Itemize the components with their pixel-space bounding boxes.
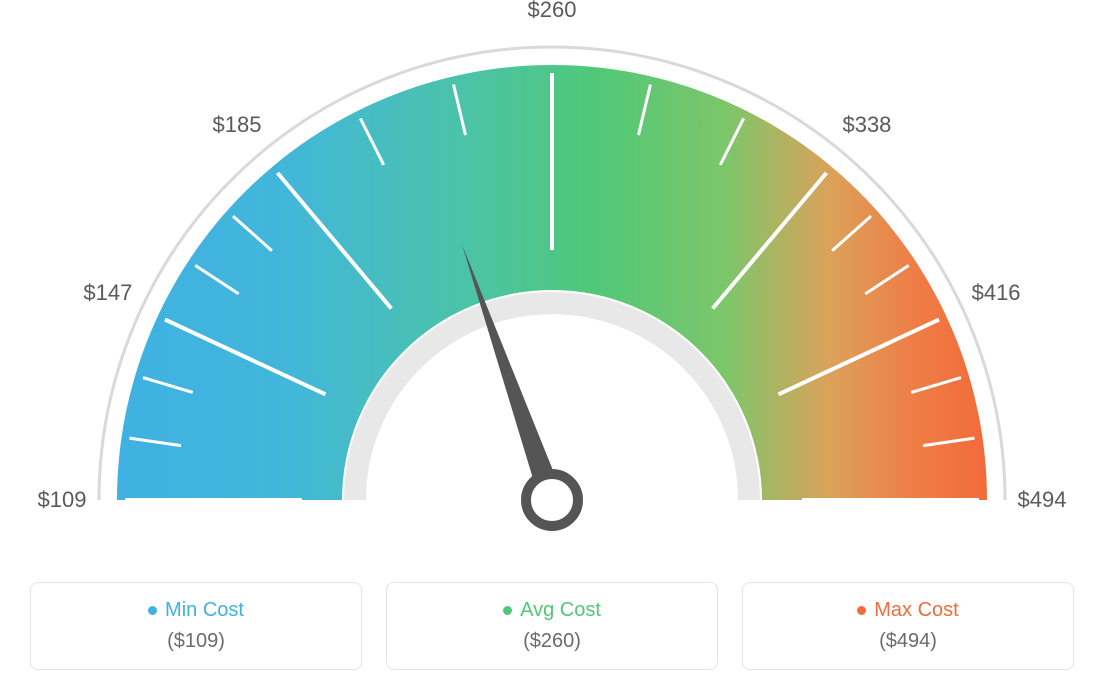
- legend-value-avg: ($260): [523, 630, 581, 653]
- legend-dot-max: [857, 606, 866, 615]
- legend-card-avg: Avg Cost ($260): [386, 582, 718, 670]
- gauge-tick-label: $494: [1018, 487, 1067, 513]
- gauge-tick-label: $416: [972, 280, 1021, 306]
- legend-card-max: Max Cost ($494): [742, 582, 1074, 670]
- gauge-svg: [0, 0, 1104, 565]
- gauge-tick-label: $260: [528, 0, 577, 23]
- legend-title-min: Min Cost: [148, 599, 244, 622]
- gauge-tick-label: $338: [842, 112, 891, 138]
- cost-gauge-widget: $109 $147 $185 $260 $338 $416 $494 Min Cost ($…: [0, 0, 1104, 690]
- legend-dot-min: [148, 606, 157, 615]
- legend-title-avg: Avg Cost: [503, 599, 601, 622]
- legend-value-max: ($494): [879, 630, 937, 653]
- legend-dot-avg: [503, 606, 512, 615]
- gauge-tick-label: $185: [213, 112, 262, 138]
- legend-title-max-text: Max Cost: [874, 599, 958, 622]
- legend-title-avg-text: Avg Cost: [520, 599, 601, 622]
- legend-row: Min Cost ($109) Avg Cost ($260) Max Cost…: [0, 570, 1104, 690]
- legend-value-min: ($109): [167, 630, 225, 653]
- gauge-tick-label: $109: [38, 487, 87, 513]
- legend-card-min: Min Cost ($109): [30, 582, 362, 670]
- legend-title-max: Max Cost: [857, 599, 958, 622]
- gauge-chart: $109 $147 $185 $260 $338 $416 $494: [0, 0, 1104, 565]
- gauge-tick-label: $147: [83, 280, 132, 306]
- legend-title-min-text: Min Cost: [165, 599, 244, 622]
